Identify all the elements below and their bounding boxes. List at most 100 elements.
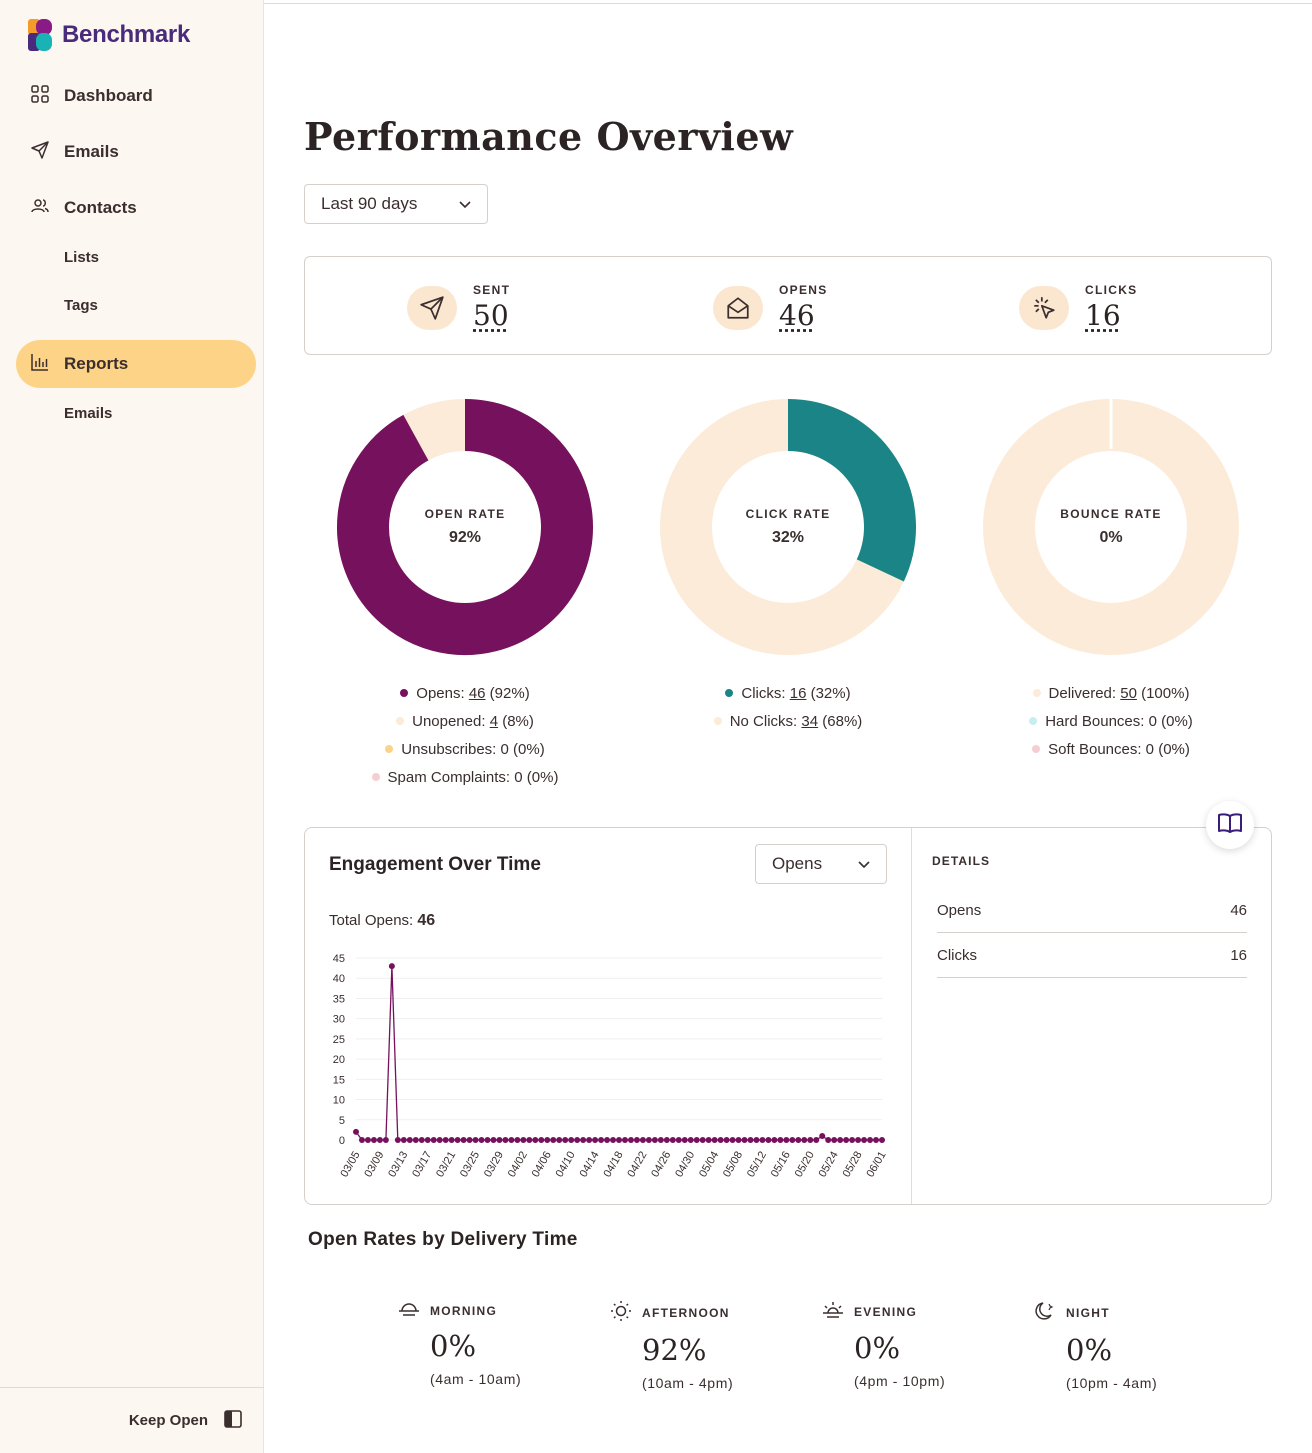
data-point xyxy=(394,1137,401,1143)
y-tick-label: 20 xyxy=(333,1054,345,1066)
data-point xyxy=(873,1137,880,1143)
legend-pct: (92%) xyxy=(485,684,530,702)
metric-select-value: Opens xyxy=(772,854,823,873)
x-tick-label: 05/28 xyxy=(841,1150,865,1180)
legend-dot xyxy=(1029,717,1038,725)
legend-item-opens: Opens: 46 (92%) xyxy=(305,679,625,707)
engagement-card: Engagement Over Time Opens Total Opens: … xyxy=(304,827,1272,1205)
stat-value[interactable]: 16 xyxy=(1085,299,1121,332)
legend-label: No Clicks: xyxy=(729,712,802,730)
data-point xyxy=(699,1137,706,1143)
legend-dot xyxy=(371,773,380,781)
brand-logo[interactable]: Benchmark xyxy=(28,19,190,51)
stat-sent: SENT 50 xyxy=(407,283,510,332)
total-opens-value: 46 xyxy=(417,912,436,929)
legend-link-no-clicks[interactable]: 34 xyxy=(801,712,819,730)
sidebar-toggle-icon[interactable] xyxy=(224,1409,242,1432)
data-point xyxy=(430,1137,437,1143)
stat-opens: OPENS 46 xyxy=(713,283,828,332)
legend-label: Clicks: xyxy=(741,684,790,702)
x-tick-label: 05/20 xyxy=(793,1150,817,1180)
data-point xyxy=(358,1137,365,1143)
x-tick-label: 04/02 xyxy=(506,1150,530,1180)
data-point xyxy=(502,1137,509,1143)
x-tick-label: 03/29 xyxy=(482,1150,506,1180)
data-point xyxy=(376,1137,383,1143)
data-point xyxy=(861,1137,868,1143)
y-tick-label: 35 xyxy=(333,993,345,1005)
date-range-value: Last 90 days xyxy=(321,194,418,213)
sunrise-icon xyxy=(398,1300,420,1321)
delivery-title: Open Rates by Delivery Time xyxy=(308,1229,578,1250)
data-point xyxy=(687,1137,694,1143)
data-point xyxy=(801,1137,808,1143)
x-tick-label: 04/26 xyxy=(649,1150,673,1180)
data-point xyxy=(669,1137,676,1143)
data-point xyxy=(364,1137,371,1143)
legend-dot xyxy=(400,689,409,697)
legend-label: Soft Bounces: 0 (0%) xyxy=(1048,740,1190,758)
sidebar-item-label: Contacts xyxy=(64,198,137,217)
x-tick-label: 04/06 xyxy=(530,1150,554,1180)
data-point xyxy=(466,1137,473,1143)
x-tick-label: 03/05 xyxy=(338,1150,362,1180)
y-tick-label: 0 xyxy=(339,1135,345,1147)
data-point xyxy=(490,1137,497,1143)
legend-link-opens[interactable]: 46 xyxy=(468,684,486,702)
y-tick-label: 40 xyxy=(333,973,345,985)
delivery-slot-afternoon: AFTERNOON 92% (10am - 4pm) xyxy=(610,1300,733,1391)
open-rate-donut: OPEN RATE 92% xyxy=(335,397,595,657)
legend-link-unopened[interactable]: 4 xyxy=(489,712,499,730)
legend-link-delivered[interactable]: 50 xyxy=(1120,684,1137,702)
donut-value: 0% xyxy=(1099,529,1123,546)
data-point xyxy=(448,1137,455,1143)
data-point xyxy=(819,1132,826,1139)
sidebar-item-emails[interactable]: Emails xyxy=(16,128,256,176)
y-tick-label: 30 xyxy=(333,1014,345,1026)
legend-label: Opens: xyxy=(416,684,469,702)
stat-value[interactable]: 50 xyxy=(473,299,509,332)
sidebar-item-dashboard[interactable]: Dashboard xyxy=(16,72,256,120)
slot-range: (10pm - 4am) xyxy=(1066,1375,1158,1391)
delivery-slot-morning: MORNING 0% (4am - 10am) xyxy=(398,1300,521,1387)
data-point xyxy=(514,1137,521,1143)
data-point xyxy=(598,1137,605,1143)
sidebar-item-report-emails[interactable]: Emails xyxy=(64,405,113,422)
legend-pct: (32%) xyxy=(806,684,851,702)
send-icon xyxy=(407,285,457,330)
sidebar-item-contacts[interactable]: Contacts xyxy=(16,184,256,232)
data-point xyxy=(621,1137,628,1143)
help-guide-button[interactable] xyxy=(1206,801,1254,849)
data-point xyxy=(496,1137,503,1143)
open-rate-legend: Opens: 46 (92%) Unopened: 4 (8%) Unsubsc… xyxy=(305,679,625,791)
data-point xyxy=(651,1137,658,1143)
data-point xyxy=(765,1137,772,1143)
page-title: Performance Overview xyxy=(304,114,794,159)
data-point xyxy=(353,1128,359,1135)
x-tick-label: 04/10 xyxy=(554,1150,578,1180)
x-tick-label: 05/24 xyxy=(817,1150,841,1180)
x-tick-label: 05/08 xyxy=(721,1150,745,1180)
sidebar-item-label: Dashboard xyxy=(64,86,153,105)
stat-label: SENT xyxy=(473,283,511,297)
chevron-down-icon xyxy=(459,194,471,214)
date-range-select[interactable]: Last 90 days xyxy=(304,184,488,224)
legend-link-clicks[interactable]: 16 xyxy=(789,684,807,702)
sidebar-item-tags[interactable]: Tags xyxy=(64,297,98,314)
x-tick-label: 05/12 xyxy=(745,1150,769,1180)
legend-item-spam: Spam Complaints: 0 (0%) xyxy=(305,763,625,791)
data-point xyxy=(753,1137,760,1143)
metric-select[interactable]: Opens xyxy=(755,844,887,884)
stat-value[interactable]: 46 xyxy=(779,299,815,332)
data-point xyxy=(855,1137,862,1143)
sidebar-item-lists[interactable]: Lists xyxy=(64,249,100,266)
legend-pct: (68%) xyxy=(818,712,863,730)
keep-open-label[interactable]: Keep Open xyxy=(128,1412,208,1429)
slot-range: (10am - 4pm) xyxy=(642,1375,734,1391)
data-point xyxy=(370,1137,377,1143)
data-point xyxy=(723,1137,730,1143)
chevron-down-icon xyxy=(858,854,870,874)
data-point xyxy=(574,1137,581,1143)
sidebar-item-reports[interactable]: Reports xyxy=(16,340,256,388)
data-point xyxy=(795,1137,802,1143)
